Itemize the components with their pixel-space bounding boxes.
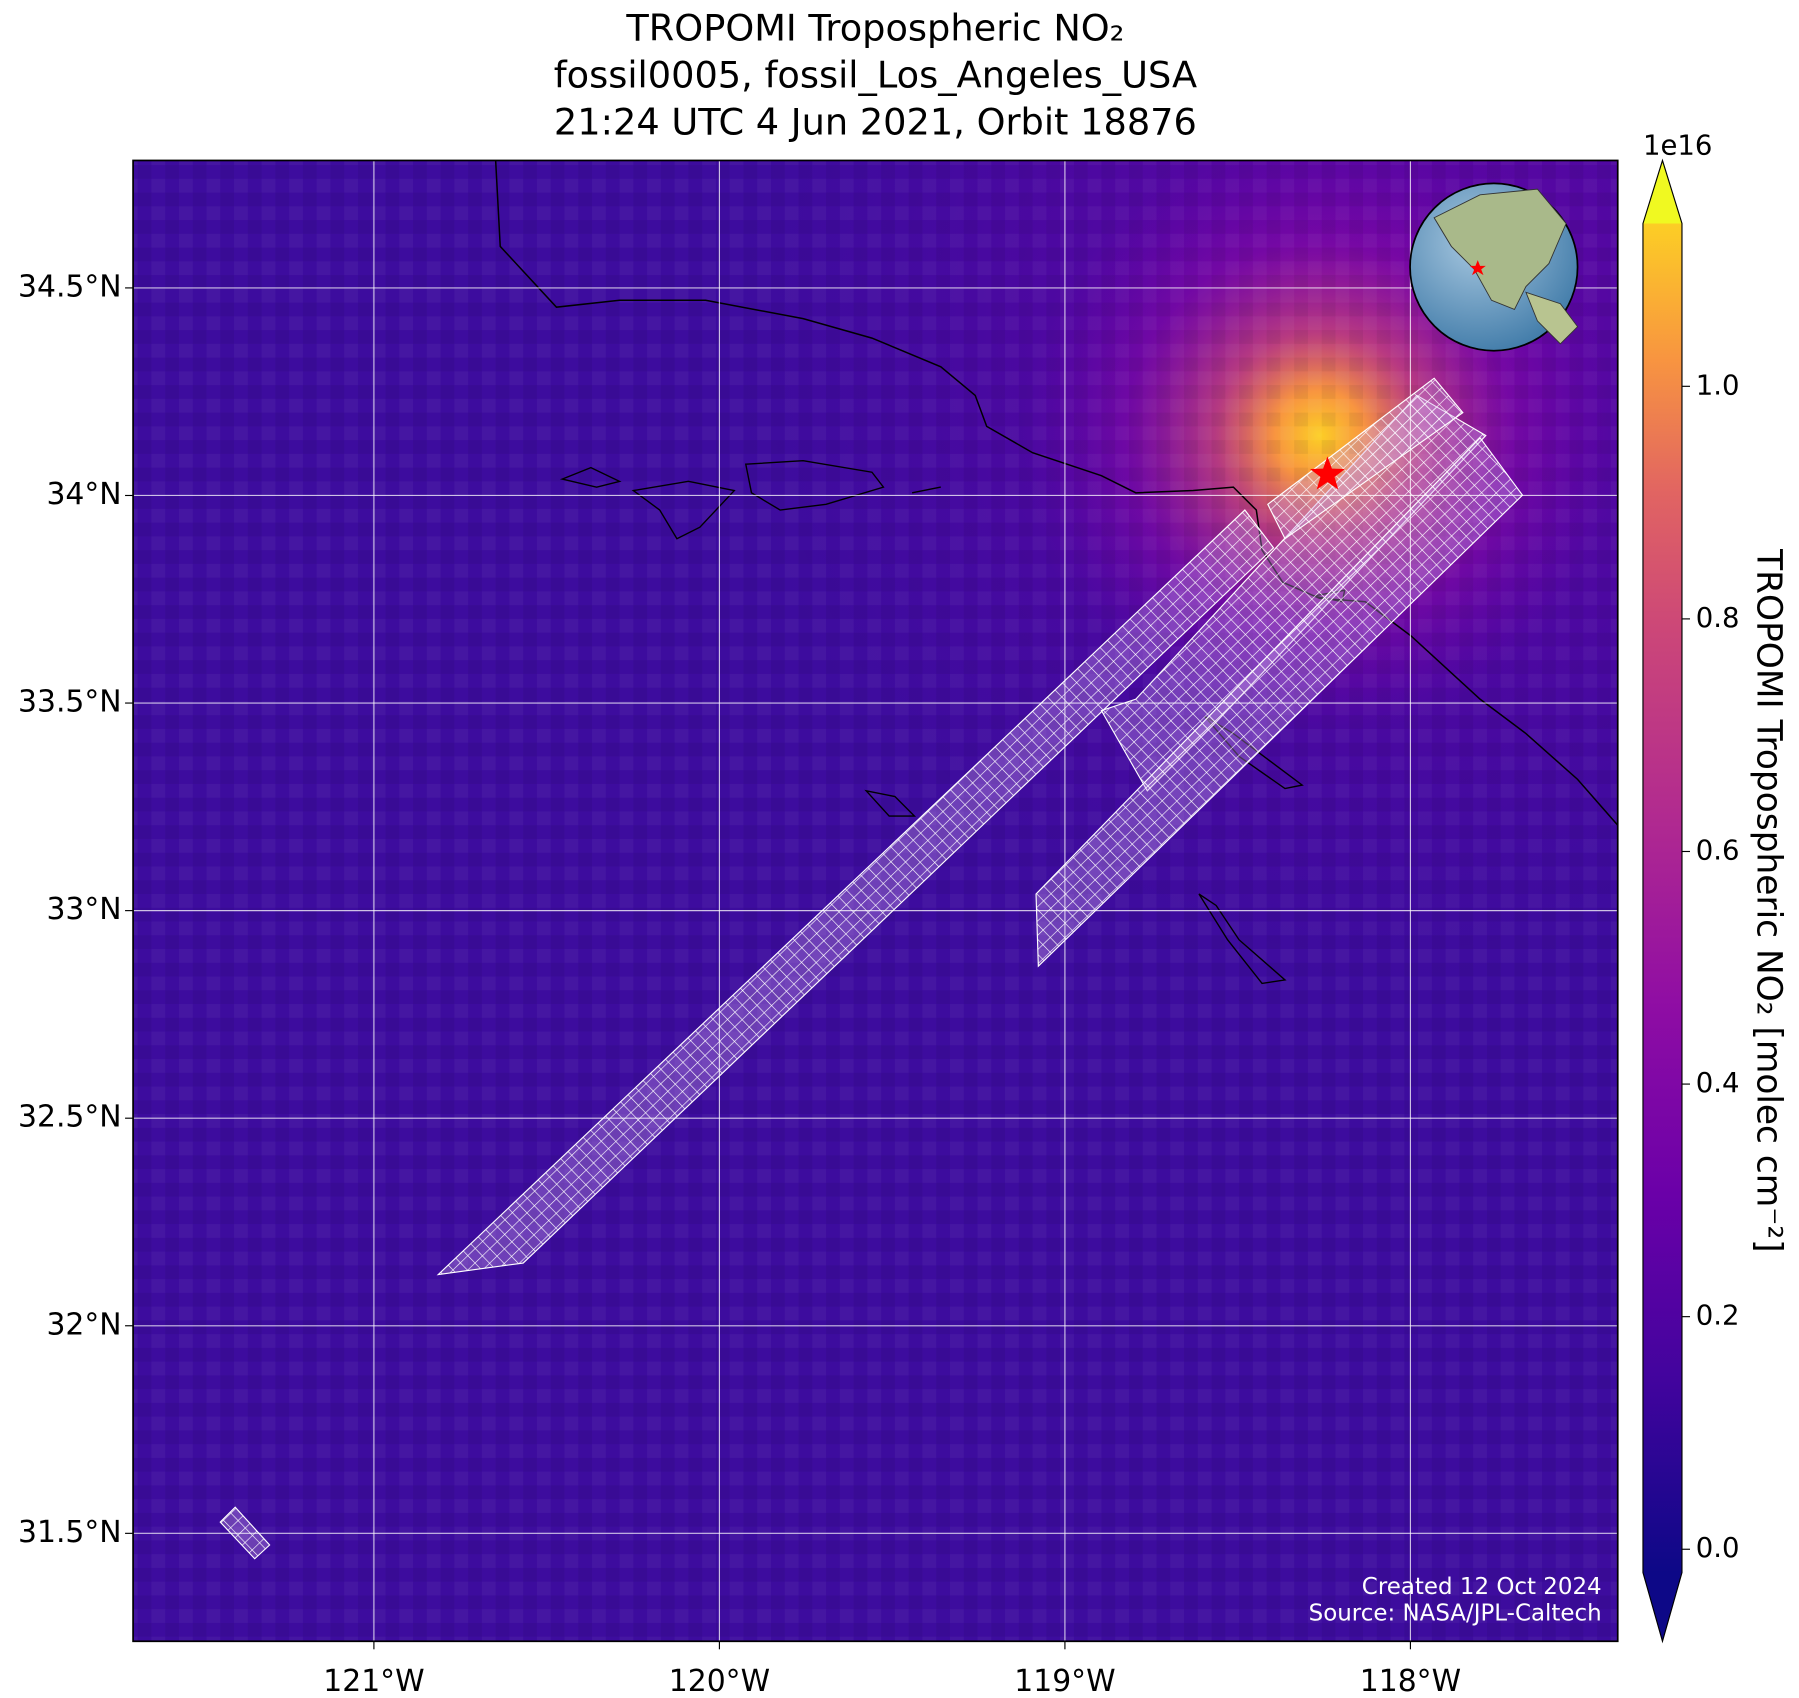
colorbar	[1642, 223, 1682, 1573]
plot-frame	[132, 159, 1619, 1643]
swath	[1267, 377, 1464, 540]
y-tick-label: 32°N	[46, 1307, 121, 1342]
colorbar-label: TROPOMI Tropospheric NO₂ [molec cm⁻²]	[1748, 548, 1788, 1252]
no2-field	[133, 160, 1618, 1642]
colorbar-extend-max	[1642, 160, 1682, 224]
colorbar-frame	[1642, 158, 1683, 1644]
colorbar-extend-min	[1642, 1572, 1682, 1642]
title-line: 21:24 UTC 4 Jun 2021, Orbit 18876	[554, 100, 1197, 143]
graticule	[133, 160, 1618, 1642]
globe-inset	[1409, 182, 1579, 352]
target-star	[1310, 456, 1346, 490]
colorbar-tick-label: 0.2	[1696, 1300, 1740, 1332]
y-tick-label: 32.5°N	[18, 1100, 122, 1135]
x-tick-label: 121°W	[323, 1664, 424, 1694]
y-tick-label: 31.5°N	[18, 1515, 122, 1550]
colorbar-tick-label: 0.8	[1696, 602, 1740, 634]
colorbar-tick-label: 1.0	[1696, 369, 1740, 401]
credit: Created 12 Oct 2024	[1362, 1574, 1602, 1600]
y-tick-label: 33.5°N	[18, 685, 122, 720]
coastline	[494, 160, 1618, 826]
x-tick-label: 120°W	[669, 1664, 770, 1694]
colorbar-tick-label: 0.0	[1696, 1532, 1740, 1564]
colorbar-tick-label: 0.4	[1696, 1067, 1740, 1099]
title-line: TROPOMI Tropospheric NO₂	[625, 6, 1124, 49]
x-tick-label: 118°W	[1360, 1664, 1461, 1694]
y-tick-label: 34.5°N	[18, 269, 122, 304]
y-tick-label: 33°N	[46, 892, 121, 927]
y-tick-label: 34°N	[46, 477, 121, 512]
colorbar-tick-label: 0.6	[1696, 834, 1740, 866]
x-tick-label: 119°W	[1014, 1664, 1115, 1694]
credit: Source: NASA/JPL-Caltech	[1309, 1600, 1602, 1626]
title-line: fossil0005, fossil_Los_Angeles_USA	[554, 53, 1197, 96]
colorbar-exponent: 1e16	[1643, 130, 1712, 162]
